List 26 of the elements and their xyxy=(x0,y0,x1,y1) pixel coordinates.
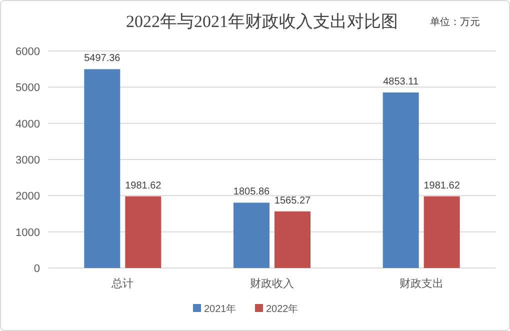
x-tick-label: 总计 xyxy=(110,277,134,290)
data-label: 1981.62 xyxy=(424,180,460,192)
y-tick-label: 4000 xyxy=(16,118,40,130)
data-label: 1565.27 xyxy=(274,195,312,206)
text: 单位：万元 xyxy=(430,16,480,28)
legend-label: 2022年 xyxy=(266,303,298,315)
data-label: 5497.36 xyxy=(84,53,121,64)
legend-label: 2021年 xyxy=(204,303,236,315)
x-tick-label: 财政收入 xyxy=(250,277,294,290)
y-tick-label: 2000 xyxy=(16,190,40,203)
y-tick-label: 5000 xyxy=(16,82,40,94)
bar xyxy=(84,69,120,268)
y-tick-label: 1000 xyxy=(16,226,40,239)
y-tick-label: 0 xyxy=(34,263,40,275)
bar xyxy=(234,202,270,268)
chart-title: 2022年与2021年财政收入支出对比图 xyxy=(126,12,398,31)
data-label: 1805.86 xyxy=(233,186,270,198)
bar xyxy=(382,92,419,268)
y-tick-label: 6000 xyxy=(16,46,40,58)
y-tick-label: 3000 xyxy=(16,154,40,166)
bar xyxy=(274,211,310,268)
data-label: 4853.11 xyxy=(383,76,419,88)
data-label: 1981.62 xyxy=(125,180,162,192)
bar xyxy=(125,196,162,268)
bar xyxy=(424,196,460,268)
x-tick-label: 财政支出 xyxy=(399,277,444,290)
